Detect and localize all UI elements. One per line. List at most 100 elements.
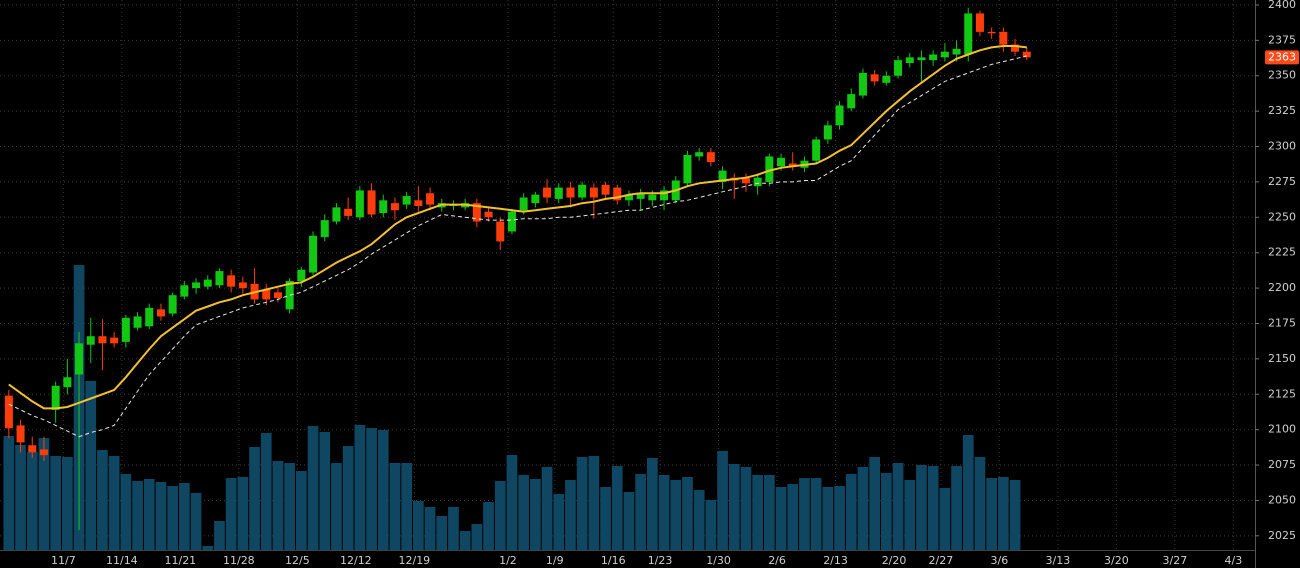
volume-bar xyxy=(588,456,600,550)
candle-body xyxy=(894,60,903,76)
candle-body xyxy=(812,139,821,161)
volume-bar xyxy=(857,467,869,550)
volume-bar xyxy=(155,482,167,550)
volume-bar xyxy=(717,451,728,550)
volume-bar xyxy=(916,465,927,550)
volume-bar xyxy=(705,500,717,550)
candle-body xyxy=(975,13,984,32)
candle-body xyxy=(788,163,797,167)
candle-body xyxy=(683,155,692,184)
candle-body xyxy=(297,269,306,282)
volume-bar xyxy=(518,475,529,550)
candle-body xyxy=(624,194,633,201)
candle-body xyxy=(110,337,119,344)
volume-bar xyxy=(26,452,38,550)
volume-bar xyxy=(623,492,635,550)
candle-body xyxy=(882,75,891,83)
candle-body xyxy=(519,197,528,211)
candle-body xyxy=(952,48,961,55)
candle-body xyxy=(133,316,142,328)
volume-bar xyxy=(600,487,611,550)
candle-body xyxy=(320,220,329,238)
candle-body xyxy=(543,187,552,198)
candle-body xyxy=(426,193,435,205)
y-tick-label: 2125 xyxy=(1268,387,1296,400)
volume-bar xyxy=(15,445,26,550)
x-tick-label: 1/30 xyxy=(706,554,731,567)
volume-bar xyxy=(740,467,752,550)
volume-bar xyxy=(974,457,986,550)
y-tick-label: 2200 xyxy=(1268,281,1296,294)
candle-layer xyxy=(4,7,1031,531)
volume-bar xyxy=(682,477,693,550)
candle-body xyxy=(718,170,727,182)
x-tick-label: 2/20 xyxy=(882,554,907,567)
volume-bar xyxy=(448,507,459,550)
volume-bar xyxy=(845,474,857,550)
x-tick-label: 2/13 xyxy=(823,554,848,567)
volume-bar xyxy=(38,438,50,550)
volume-bar xyxy=(436,516,448,550)
x-tick-label: 3/13 xyxy=(1045,554,1070,567)
volume-bar xyxy=(799,478,810,550)
candle-body xyxy=(636,193,645,199)
x-tick-label: 2/6 xyxy=(768,554,786,567)
volume-bar xyxy=(471,524,483,550)
candle-body xyxy=(589,187,598,198)
volume-bar xyxy=(179,483,190,550)
candle-body xyxy=(472,203,481,222)
volume-bar xyxy=(284,463,295,550)
candle-body xyxy=(870,74,879,82)
volume-bar xyxy=(881,473,892,550)
volume-bar xyxy=(331,463,342,550)
volume-bar xyxy=(693,490,705,550)
candle-body xyxy=(507,211,516,232)
candle-body xyxy=(51,385,60,410)
volume-bar xyxy=(3,436,15,550)
x-tick-label: 1/2 xyxy=(499,554,517,567)
volume-bar xyxy=(120,474,132,550)
volume-bar xyxy=(530,479,541,550)
volume-bar xyxy=(1009,480,1021,550)
y-tick-label: 2350 xyxy=(1268,69,1296,82)
candle-body xyxy=(86,336,95,345)
candle-body xyxy=(835,105,844,126)
volume-bar xyxy=(951,466,962,550)
volume-bar xyxy=(483,502,494,550)
volume-bar xyxy=(962,435,974,550)
volume-bar xyxy=(787,484,799,550)
candle-body xyxy=(98,336,107,344)
volume-bar xyxy=(413,501,424,550)
candle-body xyxy=(262,289,271,300)
candle-body xyxy=(741,177,750,184)
x-tick-label: 11/14 xyxy=(106,554,138,567)
volume-bar xyxy=(834,486,845,550)
y-tick-label: 2075 xyxy=(1268,458,1296,471)
volume-bar xyxy=(565,480,576,550)
candle-body xyxy=(28,445,37,453)
x-tick-label: 12/19 xyxy=(398,554,430,567)
volume-bar xyxy=(366,428,377,550)
volume-bar xyxy=(752,475,763,550)
last-price-label: 2363 xyxy=(1268,50,1296,63)
candle-body xyxy=(496,221,505,242)
candle-body xyxy=(121,317,130,342)
volume-bar xyxy=(319,432,331,550)
volume-bar xyxy=(225,478,237,550)
candle-body xyxy=(578,184,587,198)
candle-body xyxy=(273,292,282,299)
candle-body xyxy=(379,200,388,214)
x-tick-label: 1/23 xyxy=(648,554,673,567)
volume-bar xyxy=(85,381,97,550)
volume-bar xyxy=(377,430,389,550)
candle-body xyxy=(215,271,224,286)
candle-body xyxy=(355,190,364,218)
x-tick-label: 12/5 xyxy=(285,554,310,567)
volume-bar xyxy=(296,471,307,550)
volume-bar xyxy=(97,450,108,550)
candle-body xyxy=(858,72,867,96)
candle-body xyxy=(332,207,341,222)
candle-body xyxy=(39,449,48,456)
volume-bar xyxy=(307,426,319,550)
